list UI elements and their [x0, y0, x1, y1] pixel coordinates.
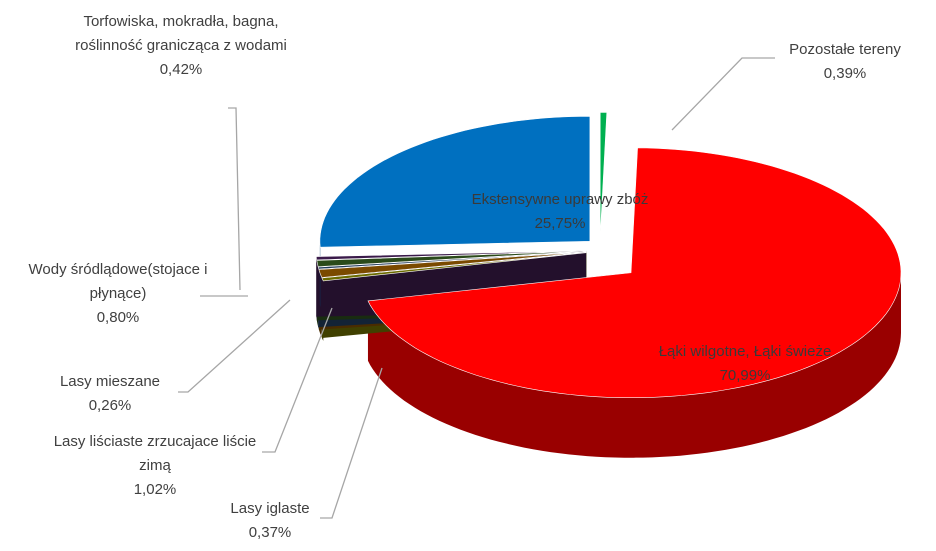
label-value: 0,39% [823, 65, 867, 82]
label-name: Wody śródlądowe(stojace i płynące) [28, 261, 208, 302]
label-torfowiska: Torfowiska, mokradła, bagna, roślinność … [72, 10, 290, 82]
leader-line [178, 299, 291, 393]
label-value: 1,02% [133, 481, 177, 498]
leader-line [671, 57, 775, 131]
leader-line [228, 107, 241, 291]
slice [599, 112, 608, 238]
slice [317, 251, 587, 270]
label-name: Łąki wilgotne, Łąki świeże [658, 343, 832, 360]
label-lasy-iglaste: Lasy iglaste 0,37% [200, 497, 340, 545]
label-value: 70,99% [719, 367, 771, 384]
slice [321, 252, 587, 282]
leader-line [262, 307, 333, 453]
label-lasy-lisciaste: Lasy liściaste zrzucajace liście zimą 1,0… [40, 430, 270, 502]
label-ekstensywne: Ekstensywne uprawy zbóż 25,75% [460, 188, 660, 236]
label-name: Lasy iglaste [230, 500, 310, 517]
label-value: 25,75% [534, 215, 586, 232]
slice [318, 251, 587, 278]
slice-side [368, 272, 901, 458]
leader-line [320, 367, 383, 519]
label-value: 0,37% [248, 524, 292, 541]
slice [367, 147, 902, 398]
label-value: 0,42% [159, 61, 203, 78]
label-lasy-mieszane: Lasy mieszane 0,26% [30, 370, 190, 418]
label-value: 0,80% [96, 309, 140, 326]
label-name: Lasy liściaste zrzucajace liście zimą [53, 433, 257, 474]
label-pozostale: Pozostałe tereny 0,39% [760, 38, 930, 86]
label-name: Torfowiska, mokradła, bagna, roślinność … [75, 13, 287, 54]
slice [319, 115, 591, 248]
label-laki: Łąki wilgotne, Łąki świeże 70,99% [620, 340, 870, 388]
label-name: Pozostałe tereny [789, 41, 901, 58]
label-name: Lasy mieszane [59, 373, 161, 390]
label-value: 0,26% [88, 397, 132, 414]
slice [316, 250, 587, 268]
pie [315, 112, 902, 458]
slice [315, 250, 587, 261]
label-name: Ekstensywne uprawy zbóż [471, 191, 649, 208]
label-wody: Wody śródlądowe(stojace i płynące) 0,80% [28, 258, 208, 330]
